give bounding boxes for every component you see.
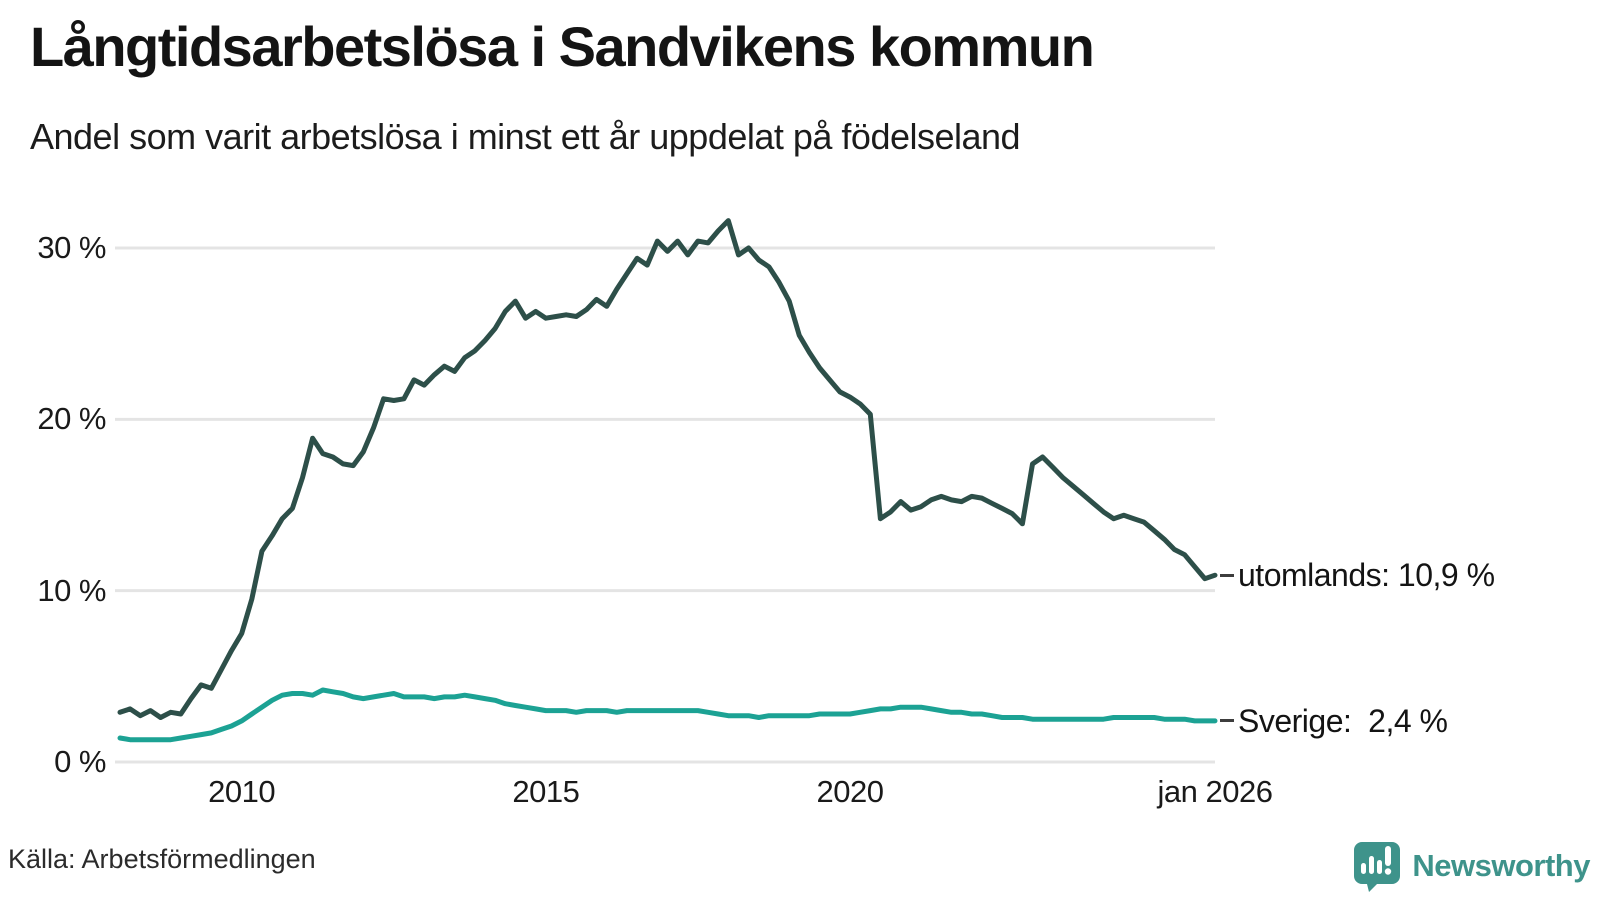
- sverige-series-label: Sverige: 2,4 %: [1238, 702, 1448, 739]
- x-tick-jan-2026: jan 2026: [1157, 774, 1273, 809]
- utomlands-line: [117, 218, 1218, 720]
- newsworthy-logo-icon: [1354, 842, 1401, 892]
- newsworthy-brand: Newsworthy: [1352, 840, 1590, 892]
- x-tick-2010: 2010: [208, 774, 276, 809]
- sverige-line: [117, 687, 1218, 743]
- utomlands-series-label: utomlands: 10,9 %: [1238, 557, 1495, 594]
- y-tick-20: 20 %: [37, 401, 106, 437]
- page-title: Långtidsarbetslösa i Sandvikens kommun: [30, 15, 1095, 78]
- x-tick-2015: 2015: [512, 774, 580, 809]
- y-tick-0: 0 %: [54, 744, 106, 779]
- newsworthy-brand-text: Newsworthy: [1412, 848, 1590, 883]
- sverige-label-dash: [1220, 719, 1234, 723]
- source-credit: Källa: Arbetsförmedlingen: [8, 844, 316, 874]
- x-tick-2020: 2020: [816, 774, 884, 809]
- page-subtitle: Andel som varit arbetslösa i minst ett å…: [30, 116, 1021, 157]
- y-tick-10: 10 %: [37, 572, 106, 608]
- y-tick-30: 30 %: [37, 230, 106, 265]
- utomlands-label-dash: [1220, 573, 1234, 577]
